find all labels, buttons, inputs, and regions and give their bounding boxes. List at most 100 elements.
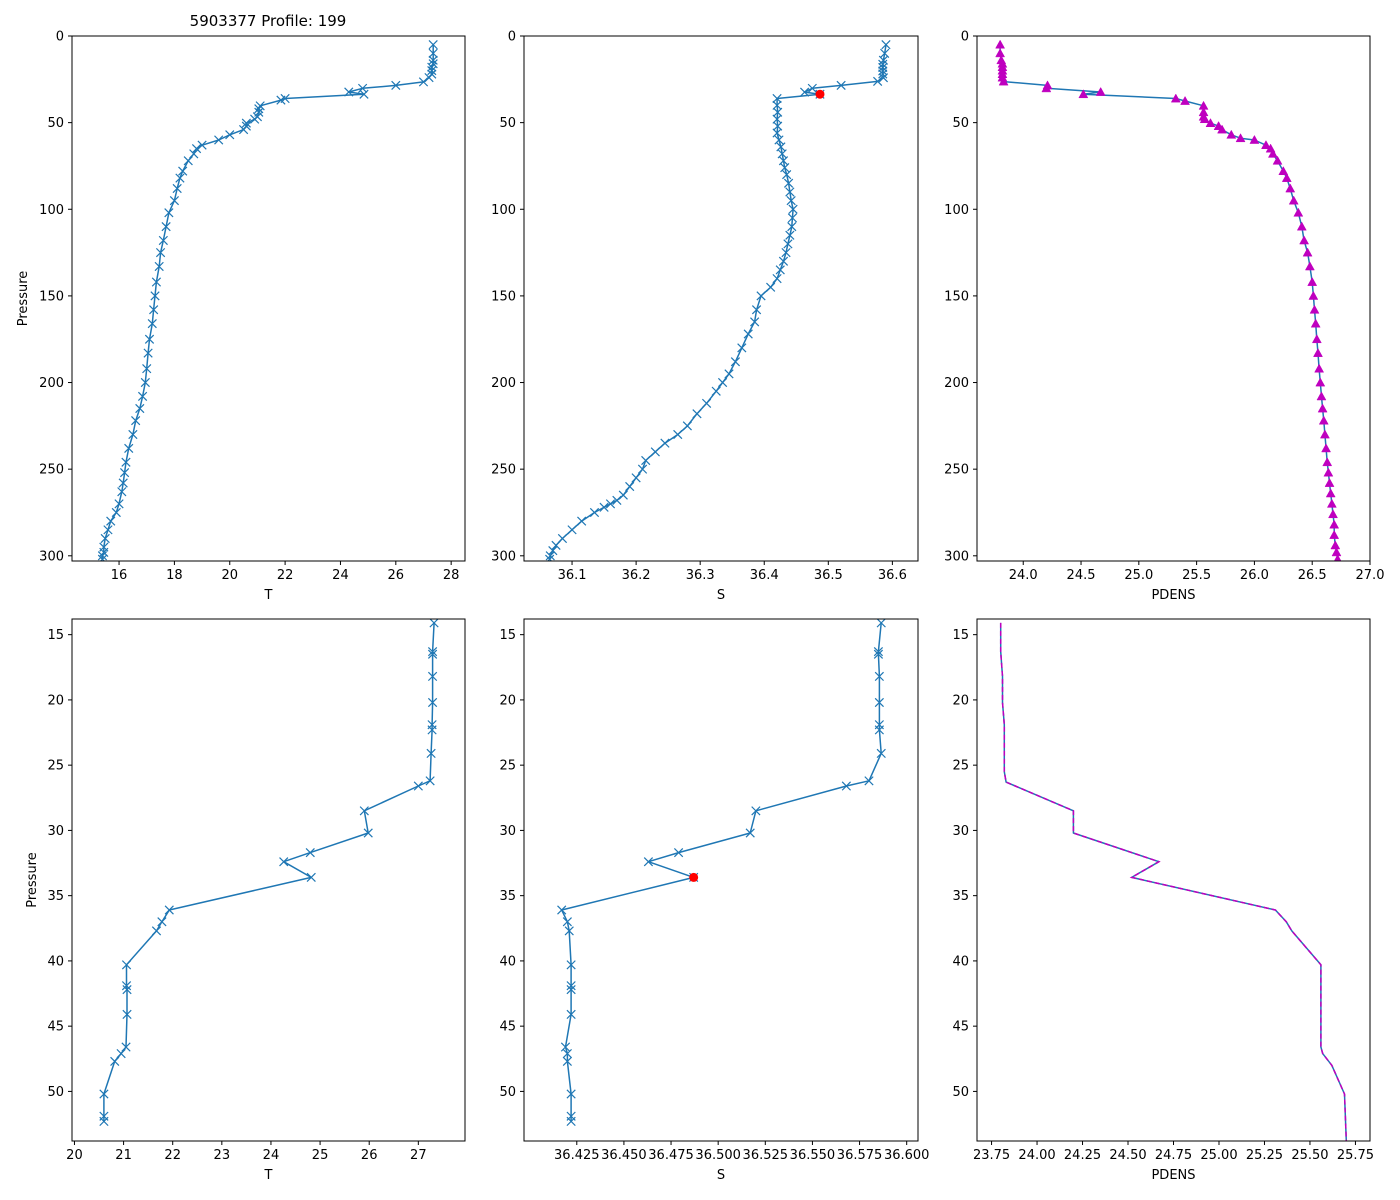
x-marker xyxy=(121,1042,131,1052)
x-marker xyxy=(876,619,886,628)
triangle-marker xyxy=(1329,529,1340,539)
x-marker xyxy=(589,507,600,518)
x-marker xyxy=(692,409,702,419)
x-tick-label: 27 xyxy=(410,1148,427,1163)
x-tick-label: 36.600 xyxy=(884,1148,930,1163)
x-marker xyxy=(756,291,766,301)
x-marker xyxy=(99,1116,109,1127)
y-tick-label: 40 xyxy=(952,954,969,969)
x-marker xyxy=(643,857,654,867)
x-marker xyxy=(114,499,124,509)
x-marker xyxy=(116,1048,126,1059)
x-marker xyxy=(121,960,132,970)
x-tick-label: 18 xyxy=(166,568,183,583)
y-tick-label: 0 xyxy=(961,30,969,45)
profile-line xyxy=(101,44,434,560)
y-tick-label: 150 xyxy=(39,289,64,304)
x-marker xyxy=(682,421,692,431)
data-layer xyxy=(97,40,438,561)
x-tick-label: 25.75 xyxy=(1337,1148,1374,1163)
axes-frame xyxy=(71,618,466,1142)
x-marker xyxy=(775,265,785,275)
flagged-point xyxy=(815,89,825,99)
triangle-marker xyxy=(1304,261,1315,271)
x-tick-label: 23 xyxy=(214,1148,231,1163)
x-tick-label: 24.0 xyxy=(1009,568,1038,583)
panel-top-salinity: 36.1 36.2 36.3 36.4 36.5 36.6 0 50 100 150 200 250 3… xyxy=(491,30,919,603)
triangle-marker xyxy=(1041,83,1052,93)
triangle-marker xyxy=(1226,129,1237,139)
x-marker xyxy=(279,857,289,867)
x-marker xyxy=(650,447,660,457)
triangle-marker xyxy=(1261,140,1271,150)
x-marker xyxy=(878,59,888,69)
x-marker xyxy=(780,163,790,173)
x-marker xyxy=(545,551,555,561)
x-marker xyxy=(151,926,162,936)
x-tick-label: 36.575 xyxy=(837,1148,883,1163)
x-marker xyxy=(157,917,167,927)
x-marker xyxy=(799,87,810,97)
triangle-marker xyxy=(1325,488,1336,498)
y-tick-label: 300 xyxy=(944,549,969,564)
x-marker xyxy=(359,89,369,99)
x-marker xyxy=(183,156,193,166)
triangle-marker xyxy=(995,48,1006,58)
y-tick-label: 100 xyxy=(39,203,64,218)
data-layer xyxy=(557,619,886,1127)
y-tick-label: 25 xyxy=(47,759,64,774)
x-marker xyxy=(873,76,883,87)
x-marker xyxy=(241,118,251,128)
y-tick-label: 300 xyxy=(491,549,516,564)
x-marker xyxy=(124,443,134,454)
x-marker xyxy=(788,204,798,214)
x-marker xyxy=(425,776,435,786)
y-tick-label: 50 xyxy=(499,1085,516,1100)
x-marker xyxy=(189,149,199,159)
density-dashed-overlay xyxy=(999,622,1348,1141)
x-marker xyxy=(164,905,174,915)
x-marker xyxy=(599,502,609,512)
triangle-marker xyxy=(1329,519,1340,529)
x-marker xyxy=(137,391,148,402)
x-marker xyxy=(225,130,235,140)
triangle-marker xyxy=(1170,93,1181,103)
x-marker xyxy=(631,473,641,483)
x-marker xyxy=(106,516,116,526)
triangle-marker xyxy=(1323,467,1334,477)
triangle-marker xyxy=(1310,318,1321,328)
x-marker xyxy=(730,357,741,367)
x-marker xyxy=(772,128,782,138)
y-tick-label: 50 xyxy=(952,1085,969,1100)
x-marker xyxy=(413,781,423,791)
x-tick-label: 26 xyxy=(361,1148,378,1163)
x-marker xyxy=(562,917,572,927)
x-marker xyxy=(427,649,438,659)
x-tick-label: 36.3 xyxy=(686,568,715,583)
y-tick-label: 40 xyxy=(499,954,516,969)
y-axis-label: Pressure xyxy=(16,271,31,327)
x-marker xyxy=(873,649,884,659)
x-marker xyxy=(772,93,782,104)
x-marker xyxy=(121,981,132,991)
x-marker xyxy=(175,173,185,183)
y-tick-label: 30 xyxy=(499,824,516,839)
x-marker xyxy=(745,828,755,838)
x-marker xyxy=(238,124,249,135)
y-tick-label: 50 xyxy=(952,116,969,131)
x-marker xyxy=(566,1009,576,1020)
x-marker xyxy=(359,806,369,816)
x-marker xyxy=(560,1042,571,1052)
x-marker xyxy=(118,478,128,488)
panels: 16 18 20 22 24 26 28050100150200250300TPressur… xyxy=(16,30,1384,1184)
x-marker xyxy=(128,429,138,440)
axes-frame xyxy=(523,618,919,1142)
x-marker xyxy=(149,305,159,315)
x-axis-label: PDENS xyxy=(1151,588,1195,603)
triangle-marker xyxy=(1180,95,1190,105)
triangle-marker xyxy=(1272,155,1283,165)
x-marker xyxy=(787,213,798,223)
x-marker xyxy=(97,554,108,561)
x-marker xyxy=(428,40,438,50)
